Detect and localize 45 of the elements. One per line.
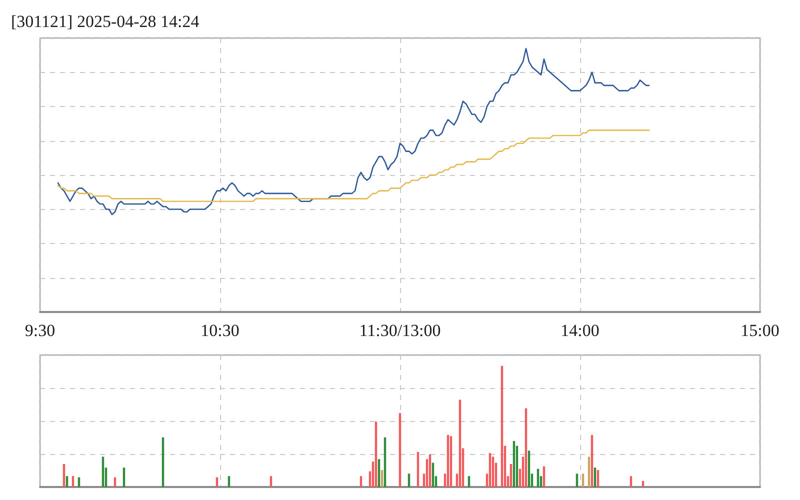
bar <box>576 474 578 487</box>
bar <box>450 436 452 487</box>
bar <box>500 366 504 487</box>
bar <box>432 462 434 487</box>
bar <box>468 476 470 487</box>
bar <box>510 464 512 487</box>
bar <box>62 464 66 487</box>
bar <box>380 470 384 487</box>
bar <box>398 413 402 487</box>
bar <box>378 459 380 487</box>
bar <box>384 437 386 487</box>
bar <box>360 476 362 487</box>
x-tick-label: 15:00 <box>740 321 780 340</box>
bar <box>596 470 600 487</box>
bar <box>488 453 492 487</box>
x-tick-label: 14:00 <box>560 321 600 340</box>
bar <box>66 476 68 487</box>
bar <box>594 468 596 487</box>
bar <box>590 434 594 487</box>
bar <box>374 422 378 487</box>
bar <box>102 456 104 487</box>
bar <box>446 434 450 487</box>
bar <box>542 466 546 487</box>
bar <box>582 474 584 487</box>
bar <box>492 456 494 487</box>
chart-title: [301121] 2025-04-28 14:24 <box>11 12 200 31</box>
x-tick-label: 10:30 <box>200 321 240 340</box>
x-tick-label: 9:30 <box>24 321 56 340</box>
bar <box>536 468 540 487</box>
bar <box>428 454 432 487</box>
bar <box>408 474 410 487</box>
bar <box>528 450 530 487</box>
bar <box>416 452 420 487</box>
bar <box>72 476 74 487</box>
bar <box>122 468 126 487</box>
bar <box>512 440 516 487</box>
bar <box>642 480 644 487</box>
bar <box>458 400 462 487</box>
bar <box>524 408 528 487</box>
bar <box>228 476 230 487</box>
bar <box>270 476 272 487</box>
bar <box>588 456 590 487</box>
bar <box>162 437 164 487</box>
bar <box>630 476 632 487</box>
x-tick-label: 11:30/13:00 <box>359 321 441 340</box>
